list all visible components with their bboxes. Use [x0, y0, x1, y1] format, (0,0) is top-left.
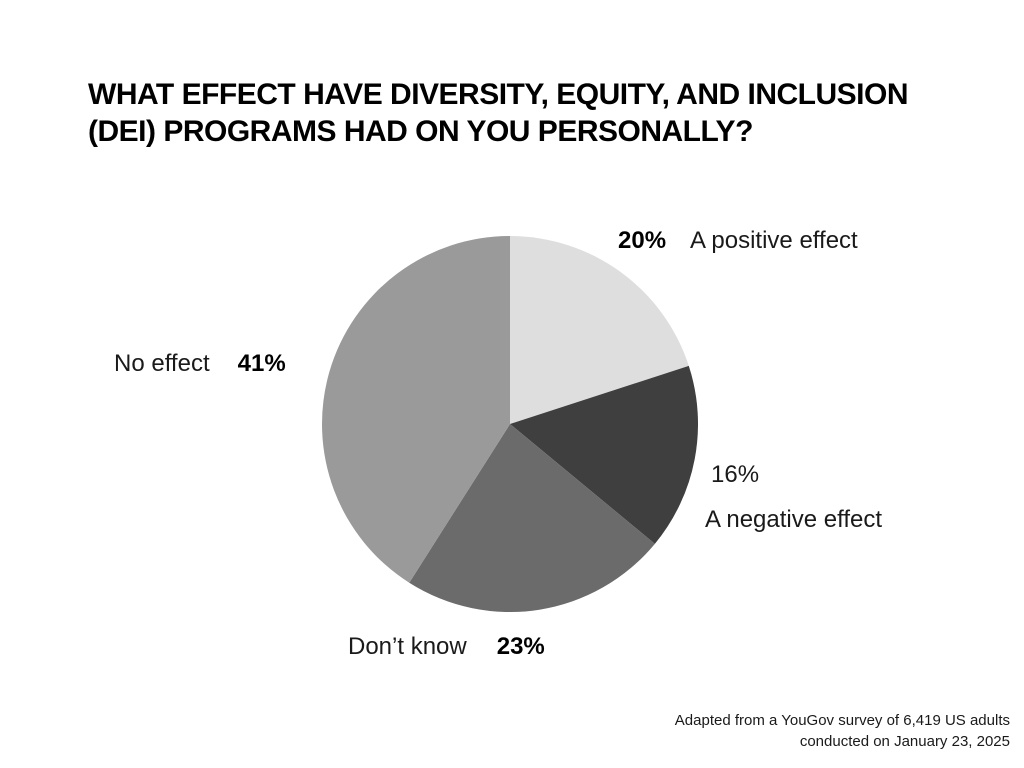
source-attribution: Adapted from a YouGov survey of 6,419 US… [675, 710, 1010, 752]
pie-slice-3 [322, 236, 510, 583]
annotation-dont-know: Don’t know 23% [348, 633, 545, 661]
no-effect-label: No effect [114, 350, 210, 377]
dont-know-label: Don’t know [348, 633, 467, 660]
negative-effect-percent: 16% [711, 461, 760, 488]
negative-effect-label: A negative effect [705, 506, 883, 533]
pie-slice-1 [510, 365, 699, 544]
dont-know-percent: 23% [496, 633, 545, 660]
positive-effect-percent: 20% [618, 227, 667, 254]
page-title: WHAT EFFECT HAVE DIVERSITY, EQUITY, AND … [88, 78, 908, 148]
pie-slice-2 [409, 424, 655, 613]
annotation-no-effect: No effect 41% [114, 350, 286, 378]
positive-effect-label: A positive effect [690, 227, 858, 254]
no-effect-percent: 41% [237, 350, 286, 377]
pie-chart [322, 236, 699, 613]
pie-slice-0 [510, 236, 689, 424]
pie-chart-area [322, 236, 699, 613]
source-line-2: conducted on January 23, 2025 [799, 733, 1010, 750]
annotation-positive-effect: 20% A positive effect [618, 227, 858, 255]
source-line-1: Adapted from a YouGov survey of 6,419 US… [674, 712, 1010, 729]
